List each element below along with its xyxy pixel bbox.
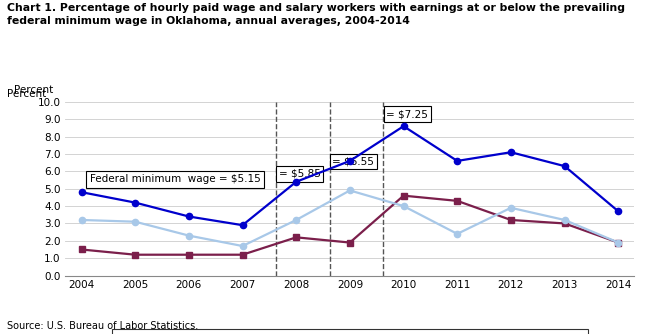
Legend: At or below minimum wage, At minimum wage, Below minimum wage: At or below minimum wage, At minimum wag… [112,329,588,334]
Text: Source: U.S. Bureau of Labor Statistics.: Source: U.S. Bureau of Labor Statistics. [7,321,198,331]
Text: = $6.55: = $6.55 [332,157,374,167]
Text: Percent: Percent [7,89,46,99]
Text: Federal minimum  wage = $5.15: Federal minimum wage = $5.15 [90,174,260,184]
Text: = $5.85: = $5.85 [279,169,320,179]
Text: Percent: Percent [14,85,54,95]
Text: Chart 1. Percentage of hourly paid wage and salary workers with earnings at or b: Chart 1. Percentage of hourly paid wage … [7,3,625,26]
Text: = $7.25: = $7.25 [386,109,428,119]
